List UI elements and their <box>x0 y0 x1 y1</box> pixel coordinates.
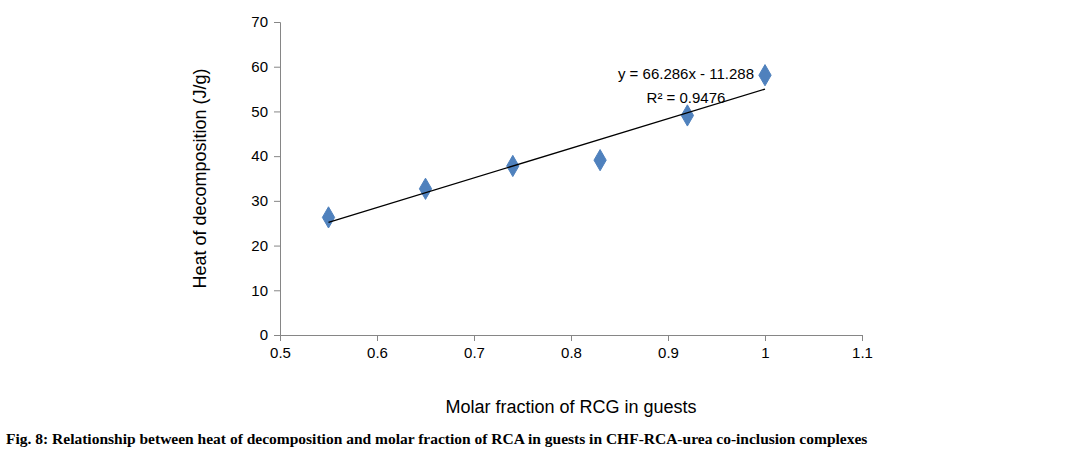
y-tick-mark <box>274 335 280 336</box>
y-tick-mark <box>274 67 280 68</box>
x-tick: 1 <box>761 335 769 361</box>
x-tick-label: 1 <box>761 344 769 361</box>
y-tick-mark <box>274 22 280 23</box>
y-axis: 0 10 20 30 40 50 60 70 <box>251 13 280 343</box>
point <box>419 178 431 199</box>
x-tick-mark <box>474 335 475 341</box>
x-tick-mark <box>571 335 572 341</box>
x-tick-label: 1.1 <box>852 344 873 361</box>
title: Fig. 8: Relationship between heat of dec… <box>6 430 867 447</box>
x-tick-label: 0.9 <box>658 344 679 361</box>
x-tick-label: 0.7 <box>464 344 485 361</box>
x-tick: 0.5 <box>270 335 291 361</box>
point <box>594 150 606 171</box>
y-axis-line <box>274 23 281 336</box>
x-tick: 0.9 <box>658 335 679 361</box>
x-tick: 0.6 <box>367 335 388 361</box>
y-tick: 40 <box>251 147 280 164</box>
y-tick: 30 <box>251 192 280 209</box>
y-tick-mark <box>274 290 280 291</box>
point <box>759 65 771 86</box>
trend-line <box>329 89 766 222</box>
x-tick-label: 0.5 <box>270 344 291 361</box>
y-tick-label: 30 <box>251 192 268 209</box>
x-tick-mark <box>668 335 669 341</box>
annotation: R² = 0.9476 <box>647 89 726 106</box>
y-tick: 0 <box>260 326 280 343</box>
x-tick-mark <box>862 335 863 341</box>
y-tick-label: 70 <box>251 13 268 30</box>
y-tick-label: 0 <box>260 326 268 343</box>
x-tick: 0.7 <box>464 335 485 361</box>
y-tick: 20 <box>251 237 280 254</box>
y-tick-label: 10 <box>251 282 268 299</box>
marks <box>322 65 771 228</box>
x-axis-title: Molar fraction of RCG in guests <box>445 397 696 417</box>
y-tick-label: 60 <box>251 58 268 75</box>
x-tick: 0.8 <box>561 335 582 361</box>
y-tick-mark <box>274 156 280 157</box>
point <box>322 207 334 228</box>
y-tick-label: 50 <box>251 103 268 120</box>
x-tick: 1.1 <box>852 335 873 361</box>
y-tick: 70 <box>251 13 280 30</box>
y-tick-label: 20 <box>251 237 268 254</box>
y-tick: 60 <box>251 58 280 75</box>
x-axis-line <box>281 336 863 342</box>
x-tick-label: 0.8 <box>561 344 582 361</box>
annotation: y = 66.286x - 11.288 <box>618 65 754 82</box>
chart: 0.5 0.6 0.7 0.8 0.9 1 1.1 0 10 20 30 40 50 60 70 y = 66… <box>0 0 1071 457</box>
x-tick-mark <box>377 335 378 341</box>
plot-area: 0.5 0.6 0.7 0.8 0.9 1 1.1 0 10 20 30 40 50 60 70 <box>251 13 873 360</box>
y-tick: 50 <box>251 103 280 120</box>
y-tick: 10 <box>251 282 280 299</box>
x-tick-label: 0.6 <box>367 344 388 361</box>
y-tick-mark <box>274 201 280 202</box>
y-axis-title: Heat of decomposition (J/g) <box>190 68 210 288</box>
y-tick-label: 40 <box>251 147 268 164</box>
x-axis: 0.5 0.6 0.7 0.8 0.9 1 1.1 <box>270 335 873 361</box>
x-tick-mark <box>765 335 766 341</box>
point <box>681 105 693 126</box>
y-tick-mark <box>274 111 280 112</box>
y-tick-mark <box>274 246 280 247</box>
